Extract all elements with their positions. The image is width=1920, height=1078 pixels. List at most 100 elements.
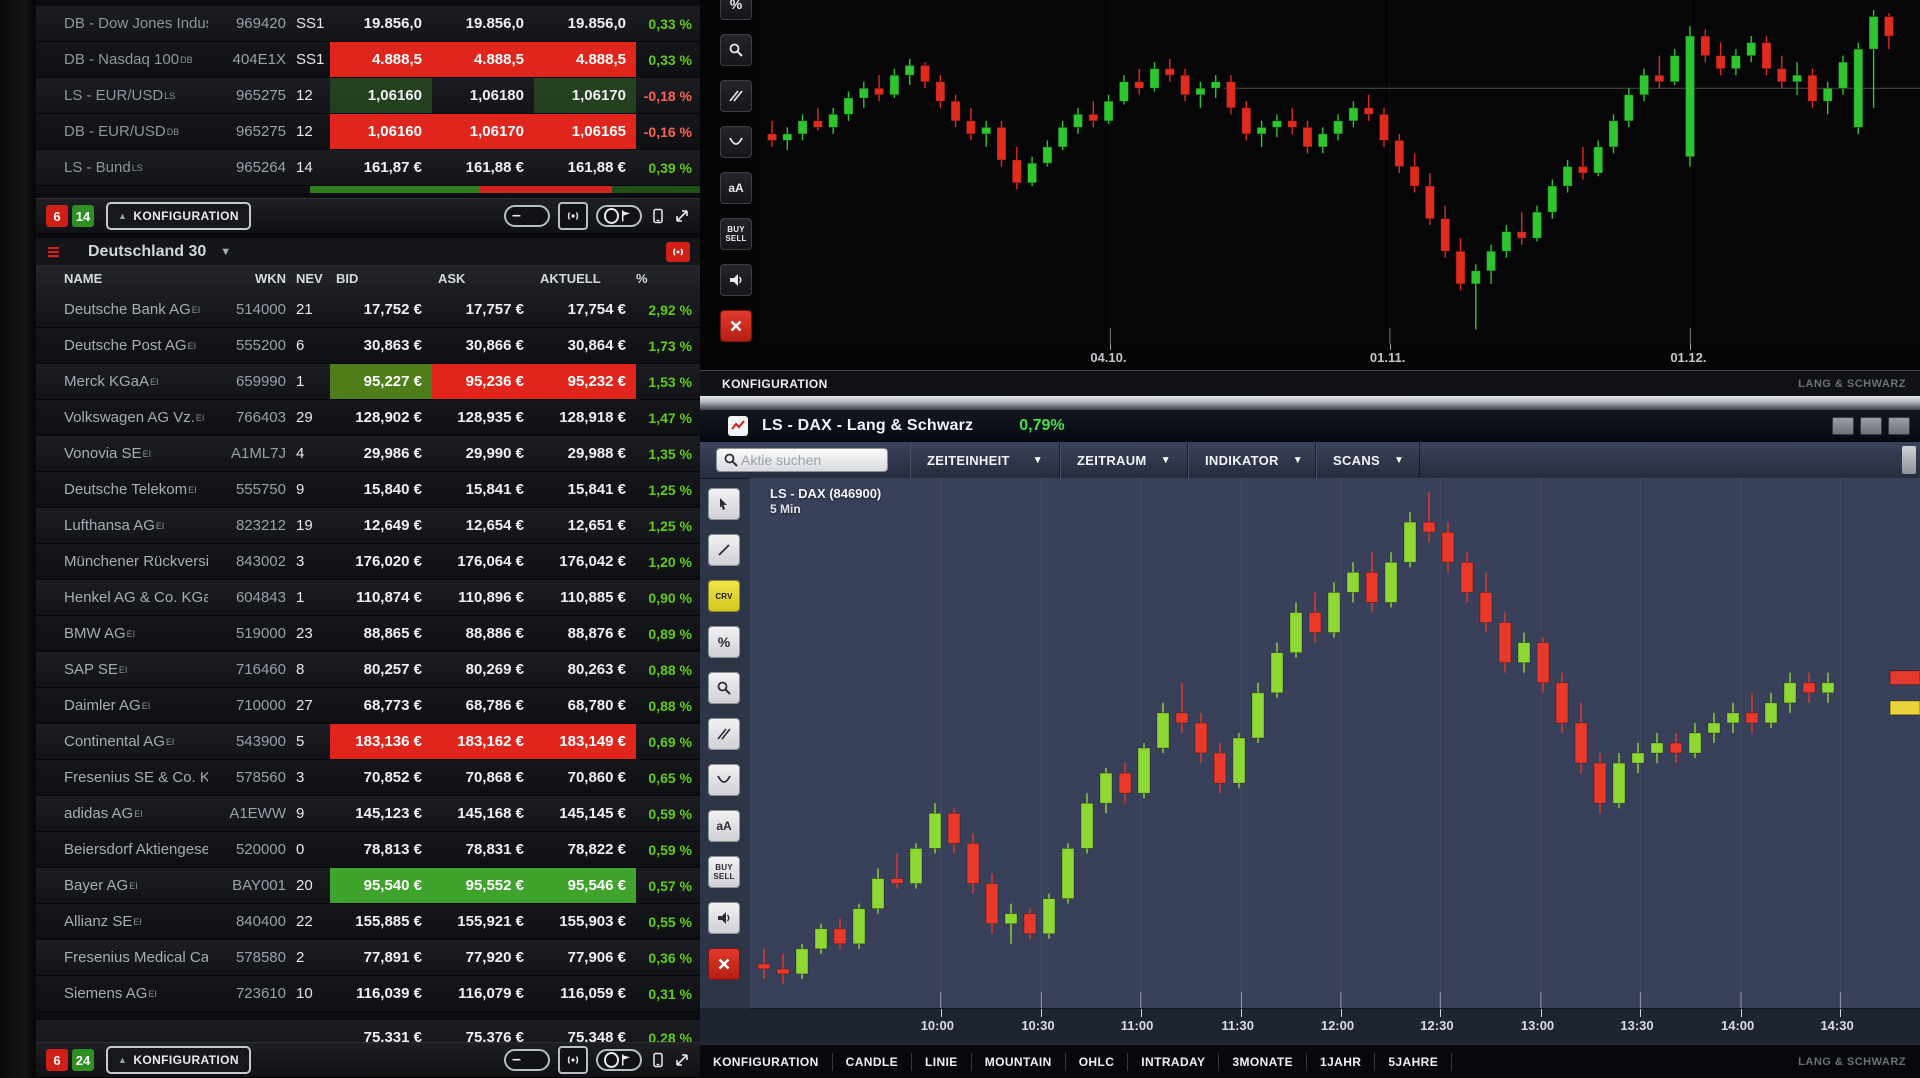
text-size-icon[interactable]: aA — [708, 810, 740, 842]
top-chart-canvas[interactable] — [760, 0, 1920, 344]
watchlist-row[interactable]: DB - Nasdaq 100 DB 404E1X SS1 4.888,5 4.888,5… — [36, 42, 700, 78]
stock-row[interactable]: adidas AG EI A1EWW 9 145,123 € 145,168 € 145,1… — [36, 796, 700, 832]
last-price-cell: 145,145 € — [559, 805, 626, 822]
buy-sell-icon[interactable]: BUY SELL — [708, 856, 740, 888]
ask-cell: 12,654 € — [465, 517, 524, 534]
footer-button-candle[interactable]: CANDLE — [833, 1053, 913, 1071]
search-input[interactable] — [739, 451, 881, 469]
stock-search-field[interactable] — [716, 448, 888, 472]
watchlist-row[interactable]: LS - EUR/USD LS 965275 12 1,06160 1,06180 1,06… — [36, 78, 700, 114]
stock-row[interactable]: SAP SE EI 716460 8 80,257 € 80,269 € 80,263 € 0… — [36, 652, 700, 688]
list-menu-icon[interactable] — [46, 244, 62, 260]
toolbar-scroll-button[interactable] — [1902, 446, 1916, 474]
dropdown-scans[interactable]: SCANS ▼ — [1316, 442, 1420, 478]
stock-row[interactable]: Deutsche Bank AG EI 514000 21 17,752 € 17,757… — [36, 292, 700, 328]
percent-change-cell: 0,33 % — [648, 51, 692, 68]
stock-row[interactable]: Siemens AG EI 723610 10 116,039 € 116,079 € 11… — [36, 976, 700, 1012]
cursor-icon[interactable] — [708, 488, 740, 520]
dropdown-zeiteinheit[interactable]: ZEITEINHEIT ▼ — [910, 442, 1060, 478]
watchlist-row[interactable]: LS - Bund LS 965264 14 161,87 € 161,88 € 161,8… — [36, 150, 700, 186]
curve-icon[interactable] — [720, 126, 752, 158]
stock-row[interactable]: Daimler AG EI 710000 27 68,773 € 68,786 € 68,7… — [36, 688, 700, 724]
stock-row[interactable]: Bayer AG EI BAY001 20 95,540 €95,552 €95,546… — [36, 868, 700, 904]
konfiguration-button[interactable]: ▲ KONFIGURATION — [106, 1046, 251, 1074]
footer-button-linie[interactable]: LINIE — [912, 1053, 972, 1071]
stock-row[interactable]: Continental AG EI 543900 5 183,136 €183,162 … — [36, 724, 700, 760]
footer-button-konfiguration[interactable]: KONFIGURATION — [700, 1053, 833, 1071]
draw-lines-icon[interactable] — [720, 80, 752, 112]
resize-arrow-icon[interactable] — [674, 208, 690, 224]
watchlist-row[interactable]: DB - EUR/USD DB 965275 12 1,06160 1,06170 1,06… — [36, 114, 700, 150]
close-icon[interactable] — [720, 310, 752, 342]
window-button[interactable] — [1860, 417, 1882, 435]
percent-icon[interactable]: % — [708, 626, 740, 658]
footer-button-3monate[interactable]: 3MONATE — [1219, 1053, 1307, 1071]
panel-divider[interactable] — [700, 396, 1920, 410]
zoom-icon[interactable] — [720, 34, 752, 66]
curve-icon[interactable] — [708, 764, 740, 796]
stock-row[interactable]: Lufthansa AG EI 823212 19 12,649 € 12,654 € 12… — [36, 508, 700, 544]
percent-icon[interactable]: % — [720, 0, 752, 20]
flag-toggle[interactable] — [596, 205, 642, 227]
stock-row[interactable]: Beiersdorf Aktiengesellsc 520000 0 78,813 €… — [36, 832, 700, 868]
last-price-cell: 95,546 € — [534, 868, 636, 903]
ask-cell: 183,162 € — [432, 724, 534, 759]
draw-lines-icon[interactable] — [708, 718, 740, 750]
crv-icon[interactable]: CRV — [708, 580, 740, 612]
ask-cell: 75,376 € — [465, 1029, 524, 1042]
axis-label: 13:00 — [1520, 1018, 1555, 1033]
footer-button-ohlc[interactable]: OHLC — [1066, 1053, 1129, 1071]
stock-row[interactable]: Deutsche Telekom EI 555750 9 15,840 € 15,841 … — [36, 472, 700, 508]
stock-row[interactable]: Volkswagen AG Vz. EI 766403 29 128,902 € 128,… — [36, 400, 700, 436]
sound-icon[interactable] — [720, 264, 752, 296]
text-size-icon[interactable]: aA — [720, 172, 752, 204]
last-price-cell: 78,822 € — [567, 841, 626, 858]
stock-row[interactable]: BMW AG EI 519000 23 88,865 € 88,886 € 88,876 €… — [36, 616, 700, 652]
window-button[interactable] — [1888, 417, 1910, 435]
watchlist-row[interactable]: DB - Dow Jones Industria 969420 SS1 19.856,… — [36, 6, 700, 42]
depth-cell: 14 — [296, 159, 313, 176]
dropdown-indikator[interactable]: INDIKATOR ▼ — [1188, 442, 1316, 478]
percent-change-cell: 0,65 % — [648, 769, 692, 786]
mobile-icon[interactable] — [650, 1052, 666, 1068]
window-button[interactable] — [1832, 417, 1854, 435]
stock-row[interactable]: Deutsche Post AG EI 555200 6 30,863 € 30,866 … — [36, 328, 700, 364]
bid-cell: 29,986 € — [363, 445, 422, 462]
push-signal-icon[interactable] — [558, 1046, 588, 1074]
trendline-icon[interactable] — [708, 534, 740, 566]
last-price-cell: 183,149 € — [534, 724, 636, 759]
stock-row[interactable]: Vonovia SE EI A1ML7J 4 29,986 € 29,990 € 29,98… — [36, 436, 700, 472]
stock-row[interactable]: 75,331 € 75,376 € 75,348 € 0,28 % — [36, 1020, 700, 1042]
stock-row[interactable]: Münchener Rückversiche 843002 3 176,020 € 17… — [36, 544, 700, 580]
konfiguration-button[interactable]: KONFIGURATION — [722, 377, 828, 391]
stock-row[interactable]: Allianz SE EI 840400 22 155,885 € 155,921 € 15… — [36, 904, 700, 940]
buy-sell-icon[interactable]: BUY SELL — [720, 218, 752, 250]
konfiguration-button[interactable]: ▲ KONFIGURATION — [106, 202, 251, 230]
wkn-cell: 578580 — [235, 949, 286, 966]
resize-arrow-icon[interactable] — [674, 1052, 690, 1068]
footer-button-5jahre[interactable]: 5JAHRE — [1375, 1053, 1453, 1071]
footer-button-1jahr[interactable]: 1JAHR — [1307, 1053, 1376, 1071]
minimize-toggle[interactable]: – — [504, 205, 550, 227]
zoom-icon[interactable] — [708, 672, 740, 704]
stock-row[interactable]: Merck KGaA EI 659990 1 95,227 €95,236 €95,23… — [36, 364, 700, 400]
dropdown-zeitraum[interactable]: ZEITRAUM ▼ — [1060, 442, 1188, 478]
stocklist-title[interactable]: Deutschland 30 — [88, 242, 207, 260]
dax-chart-canvas[interactable] — [750, 478, 1920, 1008]
bid-cell: 1,06160 — [330, 114, 432, 149]
stock-row[interactable]: Henkel AG & Co. KGaA V: 604843 1 110,874 € 1… — [36, 580, 700, 616]
sound-icon[interactable] — [708, 902, 740, 934]
stock-row[interactable]: Fresenius Medical Care A 578580 2 77,891 € 7… — [36, 940, 700, 976]
chevron-down-icon[interactable]: ▼ — [220, 245, 232, 258]
realtime-push-icon[interactable] — [666, 241, 690, 262]
flag-toggle[interactable] — [596, 1049, 642, 1071]
close-icon[interactable] — [708, 948, 740, 980]
footer-button-intraday[interactable]: INTRADAY — [1128, 1053, 1220, 1071]
last-price-cell: 15,841 € — [567, 481, 626, 498]
push-signal-icon[interactable] — [558, 202, 588, 230]
mobile-icon[interactable] — [650, 208, 666, 224]
minimize-toggle[interactable]: – — [504, 1049, 550, 1071]
footer-button-mountain[interactable]: MOUNTAIN — [972, 1053, 1066, 1071]
